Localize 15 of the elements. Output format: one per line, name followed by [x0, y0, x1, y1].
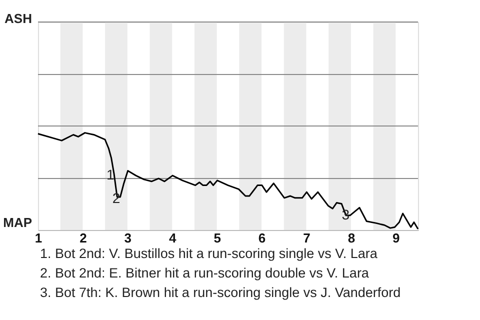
text: 2. Bot 2nd: E. Bitner hit a run-scoring double vs V. Lara [40, 266, 370, 280]
text: 3. Bot 7th: K. Brown hit a run-scoring single vs J. Vanderford [40, 285, 401, 300]
x-tick-label: 6 [258, 230, 266, 246]
x-tick-label: 5 [214, 230, 221, 246]
text: MAP [3, 215, 32, 230]
x-tick-label: 3 [124, 230, 132, 246]
x-tick-label: 9 [392, 230, 400, 246]
x-tick-label: 1 [34, 230, 42, 246]
text: 1. Bot 2nd: V. Bustillos hit a run-scoring single vs V. Lara [40, 246, 378, 261]
x-tick-label: 7 [303, 230, 310, 246]
x-tick-label: 4 [169, 230, 177, 246]
text: ASH [4, 11, 32, 26]
annotation: 2 [112, 190, 120, 206]
x-tick-label: 8 [348, 230, 356, 246]
x-tick-label: 2 [80, 230, 87, 246]
